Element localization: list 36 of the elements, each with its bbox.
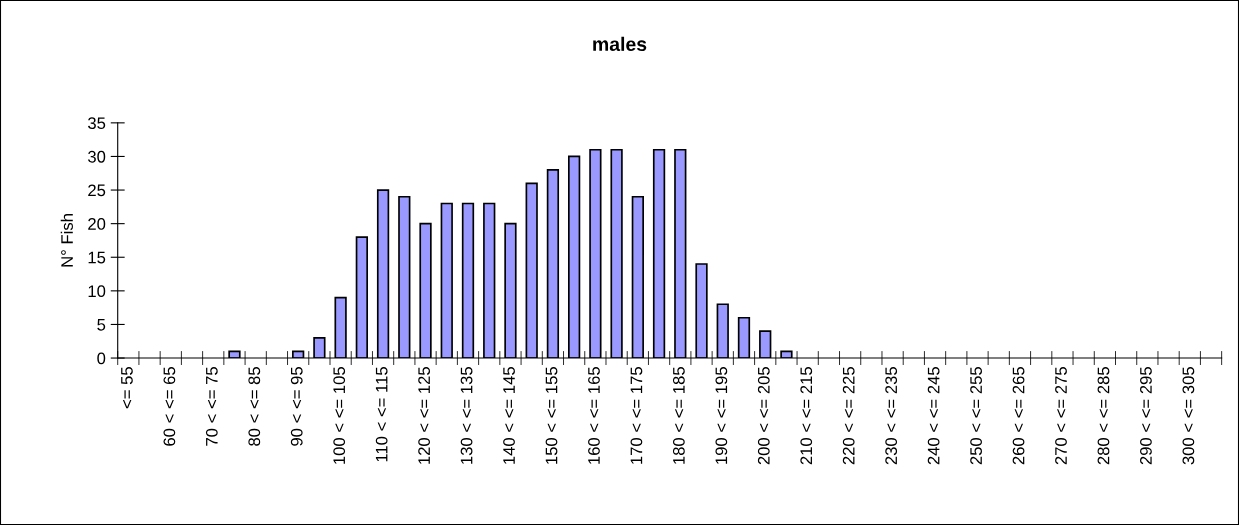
y-tick-label: 20 — [88, 218, 106, 230]
x-tick-label: 110 < <= 115 — [375, 367, 388, 462]
x-tick-label: 90 < <= 95 — [290, 367, 303, 446]
x-tick-label: 120 < <= 125 — [418, 367, 431, 464]
y-tick-label: 15 — [88, 251, 106, 264]
x-tick-label: 70 < <= 75 — [205, 367, 218, 446]
chart-title: males — [593, 36, 647, 52]
y-tick-label: 10 — [88, 285, 106, 298]
y-tick-label: 25 — [88, 184, 106, 197]
x-tick-label: 60 < <= 65 — [163, 367, 176, 446]
x-tick-label: 280 < <= 285 — [1097, 367, 1110, 465]
x-tick-label: 300 < <= 305 — [1182, 367, 1195, 465]
x-tick-label: 250 < <= 255 — [970, 367, 982, 465]
x-tick-label: 240 < <= 245 — [927, 367, 940, 465]
y-tick-label: 30 — [88, 150, 106, 163]
x-tick-label: 230 < <= 235 — [885, 367, 898, 465]
y-tick-label: 35 — [88, 117, 106, 130]
x-tick-label: 130 < <= 135 — [460, 367, 473, 464]
x-tick-label: 80 < <= 85 — [248, 367, 261, 446]
x-tick-label: 200 < <= 205 — [757, 367, 770, 465]
x-tick-label: 170 < <= 175 — [630, 367, 643, 464]
x-tick-label: 260 < <= 265 — [1012, 367, 1025, 465]
x-tick-label: 160 < <= 165 — [588, 367, 600, 464]
x-tick-label: 180 < <= 185 — [672, 367, 685, 464]
x-tick-label: 140 < <= 145 — [503, 367, 515, 464]
x-tick-label: 100 < <= 105 — [333, 367, 346, 464]
x-tick-label: 150 < <= 155 — [545, 367, 558, 464]
x-tick-label: 220 < <= 225 — [842, 367, 855, 465]
y-axis-title: N° Fish — [60, 214, 73, 267]
x-tick-label: 290 < <= 295 — [1140, 367, 1152, 465]
x-tick-label: <= 55 — [121, 367, 133, 409]
y-tick-label: 0 — [97, 352, 106, 365]
y-tick-label: 5 — [97, 319, 106, 331]
x-tick-label: 270 < <= 275 — [1055, 367, 1067, 465]
x-tick-label: 210 < <= 215 — [800, 367, 813, 465]
x-tick-label: 190 < <= 195 — [715, 367, 728, 464]
